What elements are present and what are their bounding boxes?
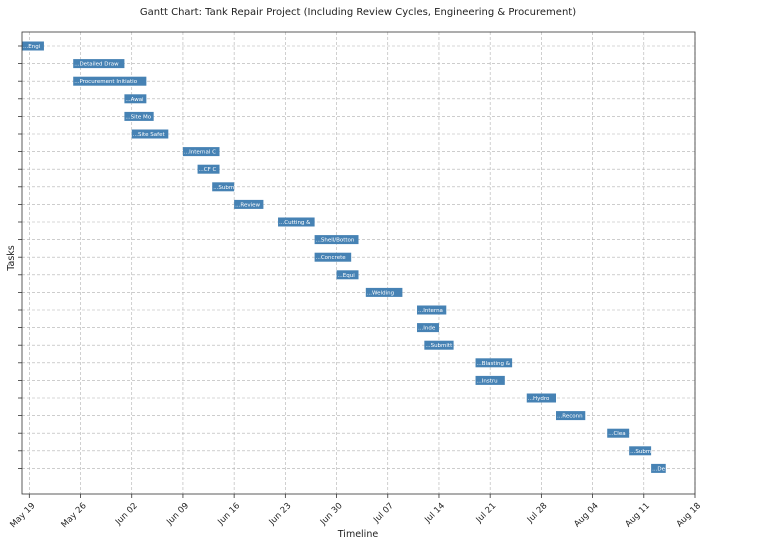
task-bar-label: ...Review	[235, 202, 260, 208]
task-bar-label: ...Clea	[608, 431, 625, 437]
x-tick-label: Jun 23	[267, 501, 294, 528]
task-bar-label: ...Interna	[418, 308, 443, 314]
task-bar-label: ...Engi	[23, 44, 41, 50]
task-bar	[556, 411, 586, 421]
task-bar	[73, 76, 147, 86]
x-tick-label: Jun 16	[216, 501, 243, 528]
task-bar-label: ...Equi	[338, 273, 356, 279]
task-bar-label: ...Inde	[418, 326, 436, 332]
task-bar-label: ...Instru	[477, 378, 498, 384]
task-bar-label: ...Subm	[213, 185, 234, 191]
task-bar	[526, 393, 557, 403]
task-bar	[475, 375, 505, 385]
task-bar	[182, 147, 220, 157]
task-bar-label: ...Blasting &	[477, 361, 511, 367]
task-bar	[336, 270, 359, 280]
task-bar	[365, 287, 403, 297]
task-bar-label: ...Detailed Draw	[74, 62, 119, 68]
task-bar-label: ...Reconn	[557, 414, 583, 420]
task-bar	[124, 94, 147, 104]
task-bar-label: ...Procurement Initiatio	[74, 79, 138, 85]
task-bar-label: ...CF C	[199, 167, 217, 173]
task-bar-label: ...Site Mo	[125, 114, 151, 120]
chart-title: Gantt Chart: Tank Repair Project (Includ…	[140, 7, 576, 18]
task-bar	[212, 182, 235, 192]
task-bar	[73, 59, 125, 69]
plot-frame	[21, 31, 696, 495]
x-tick-label: Aug 18	[675, 501, 703, 529]
x-tick-label: Jun 09	[164, 501, 191, 528]
task-bar	[314, 252, 352, 262]
grid	[22, 32, 696, 494]
y-axis-label: Tasks	[6, 245, 17, 272]
task-bar-label: ...Site Safet	[133, 132, 166, 138]
x-tick-label: Jul 14	[422, 501, 447, 526]
task-bar-label: ...Submitt	[425, 343, 453, 349]
task-bar-label: ...Shell/Botton	[316, 238, 355, 244]
x-tick-label: Jul 28	[525, 501, 550, 526]
x-tick-label: Jul 07	[371, 501, 396, 526]
x-tick-label: May 26	[60, 501, 89, 530]
x-tick-label: Jun 30	[318, 501, 345, 528]
task-bar	[124, 111, 154, 121]
x-axis-label: Timeline	[337, 529, 379, 540]
y-axis-ticks	[18, 45, 22, 469]
task-bar	[629, 446, 652, 456]
task-bar	[278, 217, 315, 227]
task-bar-label: ...Awai	[125, 97, 144, 103]
x-axis-ticks: May 19 May 26 Jun 02 Jun 09 Jun 16 Jun 23 Jun …	[8, 494, 703, 530]
task-bar	[22, 41, 44, 51]
bars: ...Engi ...Detailed Draw ...Procurement In…	[22, 41, 666, 473]
task-bar	[234, 199, 264, 209]
task-bar-label: ...Concrete	[316, 255, 347, 261]
task-bar	[314, 235, 359, 245]
task-bar	[197, 164, 220, 174]
task-bar-label: ...De	[652, 466, 665, 472]
task-bar	[475, 358, 513, 368]
task-bar-label: ...Cutting &	[279, 220, 311, 226]
task-bar-label: ...Internal C	[184, 150, 216, 156]
x-tick-label: Jul 21	[474, 501, 499, 526]
task-bar	[417, 323, 439, 333]
x-tick-label: Aug 04	[572, 501, 600, 529]
task-bar-label: ...Hydro	[528, 396, 550, 402]
x-tick-label: Jun 02	[113, 501, 140, 528]
x-tick-label: May 19	[8, 501, 37, 530]
task-bar	[417, 305, 447, 315]
task-bar	[424, 340, 454, 350]
task-bar-label: ...Welding	[367, 290, 394, 296]
task-bar	[607, 428, 630, 438]
task-bar	[131, 129, 169, 139]
task-bar	[651, 463, 666, 473]
task-bar-label: ...Subm	[630, 449, 651, 455]
x-tick-label: Aug 11	[624, 501, 652, 529]
